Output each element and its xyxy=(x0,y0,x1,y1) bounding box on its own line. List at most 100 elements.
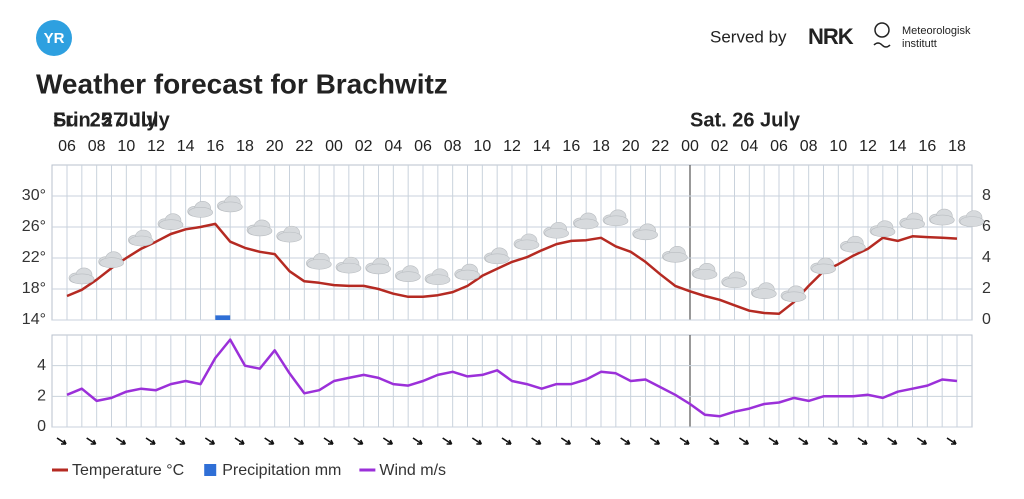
y2-tick-label: 6 xyxy=(982,218,991,235)
x-tick-label: 08 xyxy=(800,138,818,155)
y-tick-label: 22° xyxy=(22,249,46,266)
wind-arrow xyxy=(857,437,868,445)
weather-symbol xyxy=(276,225,302,243)
cloud-part xyxy=(574,218,599,230)
x-tick-label: 12 xyxy=(503,138,521,155)
weather-symbol xyxy=(187,201,213,218)
wind-arrow xyxy=(293,437,305,445)
wind-arrow xyxy=(620,437,631,445)
series-line xyxy=(66,222,958,316)
day-label: Sat. 26 July xyxy=(690,109,801,131)
weather-symbol xyxy=(335,256,362,274)
cloud-part xyxy=(752,288,777,300)
weather-symbol xyxy=(721,271,747,289)
cloud-part xyxy=(900,218,925,230)
legend-label: Temperature °C xyxy=(72,462,184,479)
weather-symbol xyxy=(602,209,629,227)
logo-circle[interactable] xyxy=(36,20,72,56)
y2-tick-label: 4 xyxy=(982,249,991,266)
series-line xyxy=(66,338,958,418)
y-tick-label: 4 xyxy=(37,357,46,374)
y-tick-label: 30° xyxy=(22,187,46,204)
x-tick-label: 04 xyxy=(384,138,402,155)
weather-symbol xyxy=(68,267,95,285)
cloud-part xyxy=(366,263,391,275)
x-tick-label: 18 xyxy=(236,138,254,155)
weather-symbol xyxy=(365,257,391,275)
x-tick-label: 16 xyxy=(918,138,936,155)
x-tick-label: 08 xyxy=(88,138,106,155)
y-tick-label: 26° xyxy=(22,218,46,235)
x-tick-label: 16 xyxy=(562,138,580,155)
cloud-part xyxy=(811,263,836,275)
x-tick-label: 22 xyxy=(295,138,313,155)
x-tick-label: 20 xyxy=(266,138,284,155)
wind-arrow xyxy=(323,437,334,445)
legend-label: Wind m/s xyxy=(379,462,446,479)
x-tick-label: 06 xyxy=(58,138,76,155)
y2-tick-label: 0 xyxy=(982,311,991,328)
cloud-part xyxy=(870,226,896,237)
x-tick-label: 00 xyxy=(681,138,699,155)
weather-symbol xyxy=(899,212,925,230)
cloud-part xyxy=(188,207,213,218)
wind-arrow xyxy=(531,437,542,445)
weather-symbol xyxy=(306,252,332,270)
x-tick-label: 18 xyxy=(592,138,610,155)
x-tick-label: 12 xyxy=(147,138,165,155)
x-tick-label: 14 xyxy=(177,138,195,155)
precip-bar xyxy=(215,315,231,320)
cloud-part xyxy=(544,227,569,239)
wind-arrow xyxy=(382,437,394,445)
wind-arrow xyxy=(353,437,364,445)
wind-arrow xyxy=(204,437,216,445)
day-label: Sun. 27 July xyxy=(53,109,171,131)
y2-tick-label: 8 xyxy=(982,187,991,204)
legend-label: Precipitation mm xyxy=(222,462,341,479)
x-tick-label: 14 xyxy=(533,138,551,155)
x-tick-label: 10 xyxy=(117,138,135,155)
y-tick-label: 2 xyxy=(37,388,46,405)
cloud-part xyxy=(633,229,658,241)
logo[interactable]: YR xyxy=(44,30,65,47)
wind-arrow xyxy=(827,437,839,445)
cloud-part xyxy=(930,214,955,226)
nrk-logo[interactable]: NRK xyxy=(808,24,855,49)
cloud-part xyxy=(959,216,985,227)
x-tick-label: 06 xyxy=(414,138,432,155)
cloud-part xyxy=(455,269,480,281)
day-label: Fri. 25 July xyxy=(53,109,158,131)
x-tick-label: 18 xyxy=(948,138,966,155)
weather-symbol xyxy=(157,213,184,231)
cloud-part xyxy=(692,269,718,280)
met-icon xyxy=(874,22,890,38)
cloud-part xyxy=(307,258,332,270)
cloud-part xyxy=(841,241,866,253)
org-line[interactable]: Meteorologisk xyxy=(902,25,971,37)
x-tick-label: 06 xyxy=(770,138,788,155)
weather-symbol xyxy=(632,223,658,241)
weather-symbol xyxy=(810,257,836,275)
y-tick-label: 18° xyxy=(22,280,46,297)
x-tick-label: 04 xyxy=(740,138,758,155)
org-line[interactable]: institutt xyxy=(902,38,937,50)
x-tick-label: 16 xyxy=(206,138,224,155)
wind-arrow xyxy=(798,437,809,445)
wind-arrow xyxy=(412,437,423,445)
wind-arrow xyxy=(501,437,512,445)
wind-arrow xyxy=(590,437,601,445)
x-tick-label: 10 xyxy=(829,138,847,155)
wind-arrow xyxy=(679,437,690,445)
weather-symbol xyxy=(484,247,510,265)
wind-arrow xyxy=(946,437,957,445)
weather-symbol xyxy=(513,233,540,251)
x-tick-label: 08 xyxy=(444,138,462,155)
weather-symbol xyxy=(454,263,480,281)
wind-arrow xyxy=(709,437,720,445)
wind-arrow xyxy=(264,437,275,445)
wind-arrow xyxy=(86,437,97,445)
wind-arrow xyxy=(145,437,156,445)
weather-symbol xyxy=(98,251,124,269)
weather-symbol xyxy=(246,219,273,237)
wind-arrow xyxy=(442,437,453,445)
